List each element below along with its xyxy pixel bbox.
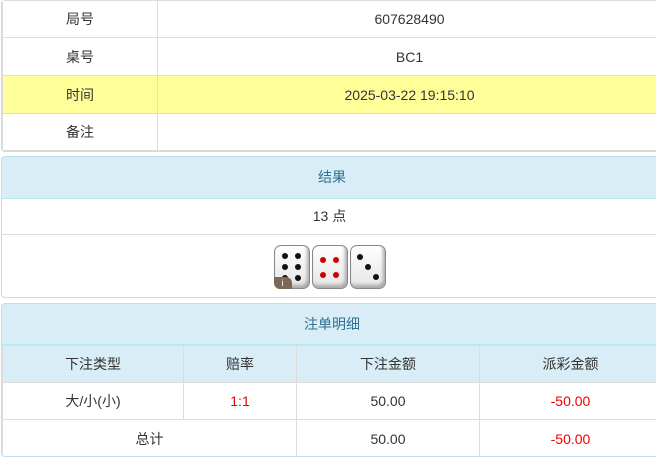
result-title: 结果 <box>2 157 656 199</box>
row-round-id: 局号 607628490 <box>2 0 656 38</box>
round-info-panel: 局号 607628490 桌号 BC1 时间 2025-03-22 19:15:10 … <box>1 0 656 152</box>
row-table-id: 桌号 BC1 <box>2 37 656 76</box>
label: 备注 <box>2 113 158 151</box>
result-panel: 结果 13 点 i <box>1 156 656 298</box>
row-time: 时间 2025-03-22 19:15:10 <box>2 75 656 114</box>
bet-details-table: 下注类型 赔率 下注金额 派彩金额 大/小(小) 1:1 50.00 -50.0… <box>2 345 656 456</box>
payout: -50.00 <box>479 382 656 420</box>
info-badge[interactable]: i <box>273 277 292 289</box>
header-bet-amount: 下注金额 <box>296 345 480 383</box>
bet-details-panel: 注单明细 下注类型 赔率 下注金额 派彩金额 大/小(小) 1:1 50.00 … <box>1 303 656 457</box>
row-remark: 备注 <box>2 113 656 151</box>
table-header: 下注类型 赔率 下注金额 派彩金额 <box>2 345 656 383</box>
header-payout: 派彩金额 <box>479 345 656 383</box>
value: 2025-03-22 19:15:10 <box>157 75 656 114</box>
total-label: 总计 <box>2 419 297 456</box>
value: BC1 <box>157 37 656 76</box>
die-3-icon <box>349 245 386 289</box>
header-odds: 赔率 <box>183 345 297 383</box>
label: 局号 <box>2 0 158 38</box>
die-6-icon: i <box>273 245 310 289</box>
result-points: 13 点 <box>2 199 656 235</box>
value: 607628490 <box>157 0 656 38</box>
table-row: 大/小(小) 1:1 50.00 -50.00 <box>2 382 656 420</box>
header-bet-type: 下注类型 <box>2 345 184 383</box>
dice-row: i <box>2 235 656 289</box>
total-payout: -50.00 <box>479 419 656 456</box>
total-amount: 50.00 <box>296 419 480 456</box>
bet-details-title: 注单明细 <box>2 304 656 345</box>
round-info-table: 局号 607628490 桌号 BC1 时间 2025-03-22 19:15:10 … <box>2 0 656 151</box>
odds: 1:1 <box>183 382 297 420</box>
label: 时间 <box>2 75 158 114</box>
die-4-icon <box>311 245 348 289</box>
total-row: 总计 50.00 -50.00 <box>2 419 656 456</box>
value <box>157 113 656 151</box>
label: 桌号 <box>2 37 158 76</box>
bet-amount: 50.00 <box>296 382 480 420</box>
bet-type: 大/小(小) <box>2 382 184 420</box>
